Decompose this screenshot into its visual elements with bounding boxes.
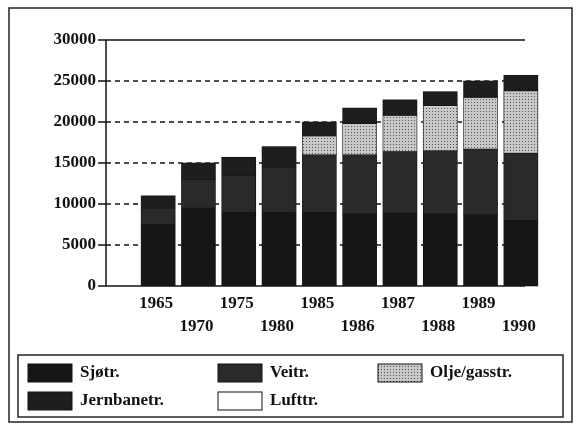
legend-label: Jernbanetr. <box>80 390 164 409</box>
legend-label: Olje/gasstr. <box>430 362 512 381</box>
x-tick-label: 1965 <box>139 293 173 312</box>
x-tick-label: 1988 <box>421 316 455 335</box>
bar-segment <box>503 152 539 221</box>
legend-swatch <box>217 363 263 383</box>
x-tick-label: 1985 <box>300 293 334 312</box>
bar-segment <box>221 156 257 176</box>
y-tick-label: 20000 <box>54 111 97 130</box>
legend-label: Veitr. <box>270 362 309 381</box>
x-tick-label: 1987 <box>381 293 416 312</box>
bar-segment <box>140 207 176 225</box>
y-tick-label: 5000 <box>62 234 96 253</box>
bar-segment <box>342 107 377 124</box>
bar-segment <box>382 99 418 116</box>
legend-swatch <box>27 391 73 411</box>
legend-swatch <box>217 391 263 411</box>
bar-segment <box>503 74 539 92</box>
bar-segment <box>463 148 498 215</box>
bar-segment <box>382 212 418 287</box>
bar-segment <box>221 175 257 213</box>
bar-segment <box>302 154 337 213</box>
x-tick-label: 1975 <box>220 293 254 312</box>
y-tick-label: 10000 <box>54 193 97 212</box>
legend-swatch <box>377 363 423 383</box>
bar-segment <box>140 195 176 209</box>
bar-segment <box>342 213 377 287</box>
legend-label: Lufttr. <box>270 390 318 409</box>
bar-segment <box>422 213 458 287</box>
bar-segment <box>382 115 418 152</box>
bar-segment <box>261 211 297 287</box>
bar-segment <box>302 211 337 287</box>
bar-segment <box>302 121 337 137</box>
x-tick-label: 1970 <box>179 316 213 335</box>
bar-segment <box>261 166 297 213</box>
bar-segment <box>221 211 257 287</box>
bar-segment <box>342 123 377 156</box>
bar-segment <box>140 224 176 287</box>
bar-segment <box>503 90 539 154</box>
bar-segment <box>342 154 377 215</box>
frame <box>8 7 573 423</box>
bar-segment <box>463 80 498 98</box>
y-tick-label: 30000 <box>54 29 97 48</box>
y-tick-label: 25000 <box>54 70 97 89</box>
legend-label: Sjøtr. <box>80 362 120 381</box>
bar-segment <box>181 207 216 287</box>
bar-segment <box>261 146 297 168</box>
bar-segment <box>463 214 498 287</box>
x-tick-label: 1986 <box>341 316 375 335</box>
bar-segment <box>422 105 458 151</box>
bar-segment <box>382 151 418 214</box>
y-tick-label: 0 <box>88 275 97 294</box>
legend-swatch <box>27 363 73 383</box>
bar-segment <box>181 162 216 180</box>
bar-segment <box>422 91 458 106</box>
x-tick-label: 1980 <box>260 316 294 335</box>
y-tick-label: 15000 <box>54 152 97 171</box>
x-tick-label: 1990 <box>502 316 536 335</box>
bar-segment <box>302 135 337 156</box>
bar-segment <box>463 97 498 150</box>
bar-segment <box>181 179 216 209</box>
bar-segment <box>422 150 458 215</box>
legend-box <box>17 354 564 418</box>
x-tick-label: 1989 <box>462 293 496 312</box>
bar-segment <box>503 220 539 287</box>
